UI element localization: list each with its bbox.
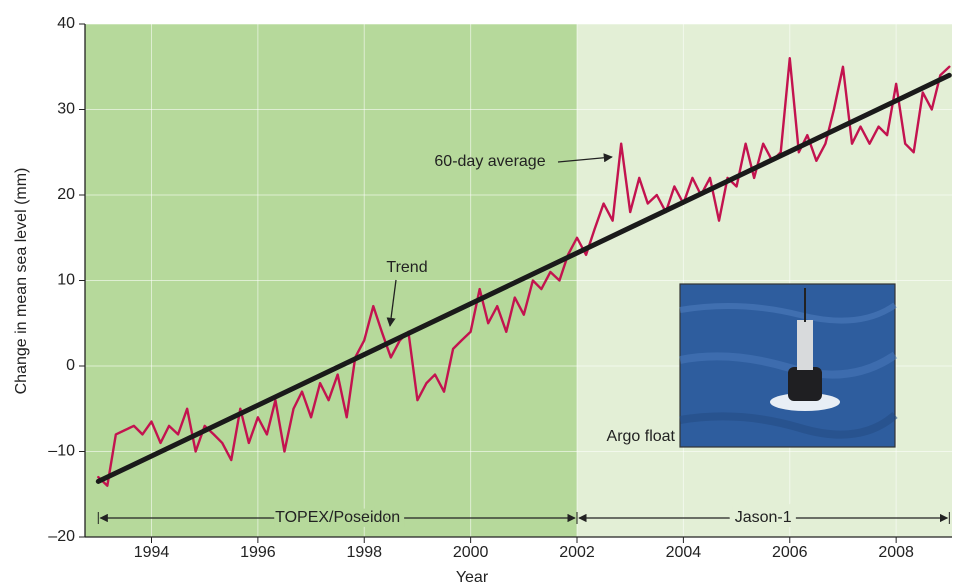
y-tick-label: 20 — [57, 186, 75, 203]
y-tick-label: 30 — [57, 101, 75, 118]
argo-float-photo — [680, 284, 895, 447]
x-tick-label: 2004 — [666, 544, 702, 561]
y-axis-label: Change in mean sea level (mm) — [13, 168, 30, 395]
series-label: Trend — [386, 259, 427, 276]
y-tick-label: –20 — [48, 528, 75, 545]
y-tick-label: 10 — [57, 272, 75, 289]
y-tick-label: 40 — [57, 15, 75, 32]
x-tick-label: 1996 — [240, 544, 276, 561]
series-label: 60-day average — [434, 153, 545, 170]
region-label: TOPEX/Poseidon — [275, 509, 400, 526]
y-tick-label: 0 — [66, 357, 75, 374]
x-tick-label: 2000 — [453, 544, 489, 561]
x-tick-label: 1994 — [134, 544, 170, 561]
region-label: Jason-1 — [735, 509, 792, 526]
page: TOPEX/Poseidon Jason-1 60-day average Tre… — [0, 0, 953, 588]
y-tick-label: –10 — [48, 443, 75, 460]
x-tick-label: 2008 — [878, 544, 914, 561]
chart: TOPEX/Poseidon Jason-1 60-day average Tre… — [0, 0, 953, 588]
x-axis-label: Year — [456, 569, 489, 586]
x-tick-label: 1998 — [346, 544, 382, 561]
annotation: Argo float — [607, 428, 676, 445]
x-tick-label: 2002 — [559, 544, 595, 561]
x-tick-label: 2006 — [772, 544, 808, 561]
